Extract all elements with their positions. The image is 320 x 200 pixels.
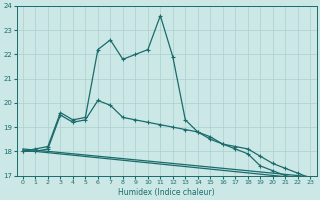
X-axis label: Humidex (Indice chaleur): Humidex (Indice chaleur): [118, 188, 215, 197]
